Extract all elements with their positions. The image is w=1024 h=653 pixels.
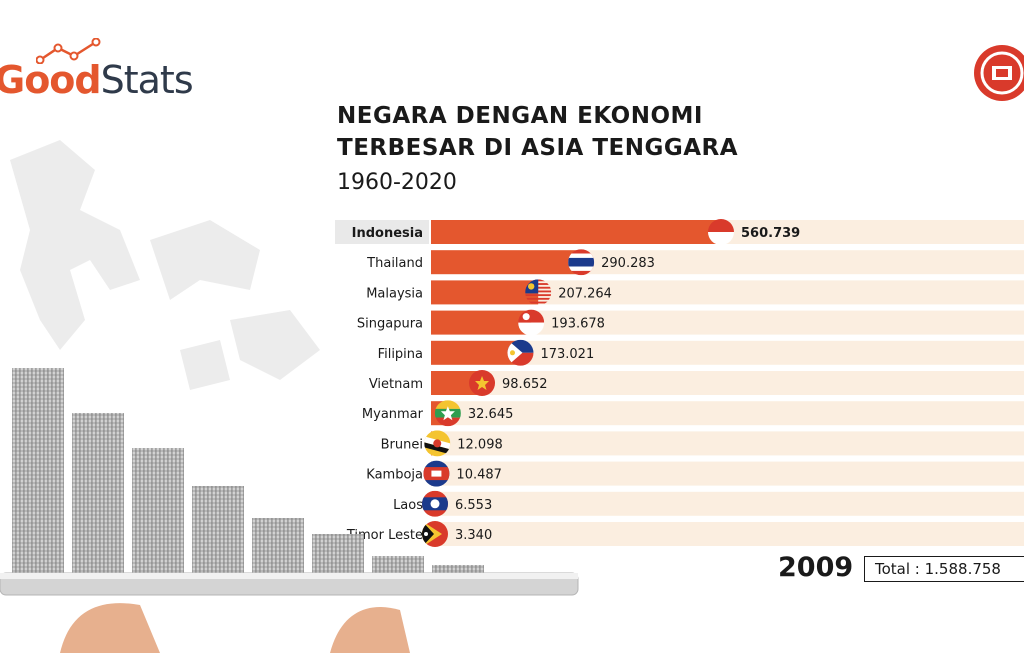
bar-row-thailand: Thailand 290.283 bbox=[366, 249, 1024, 276]
bar bbox=[431, 280, 539, 305]
value-label: 193.678 bbox=[551, 317, 605, 332]
total-box: Total : 1.588.758 bbox=[864, 556, 1024, 582]
category-label: Laos bbox=[393, 498, 423, 513]
indonesia-flag-icon bbox=[708, 219, 734, 245]
value-label: 290.283 bbox=[601, 256, 655, 271]
year-label: 2009 bbox=[778, 552, 854, 583]
bar-row-laos: Laos 6.553 bbox=[393, 490, 1024, 517]
bar bbox=[431, 340, 521, 365]
bar bbox=[431, 310, 532, 335]
category-label: Indonesia bbox=[352, 226, 423, 241]
bar-row-malaysia: Malaysia 207.264 bbox=[366, 279, 1024, 305]
value-label: 10.487 bbox=[456, 468, 502, 483]
bar-row-vietnam: Vietnam 98.652 bbox=[369, 370, 1024, 396]
bar-row-kamboja: Kamboja 10.487 bbox=[366, 460, 1024, 487]
value-label: 3.340 bbox=[455, 528, 492, 543]
bar-track bbox=[431, 491, 1024, 516]
bar-track bbox=[431, 371, 1024, 395]
category-label: Singapura bbox=[357, 317, 423, 332]
myanmar-flag-icon bbox=[434, 400, 461, 427]
vietnam-flag-icon bbox=[469, 370, 496, 396]
brunei-flag-icon bbox=[424, 430, 451, 457]
bar-track bbox=[431, 461, 1024, 486]
category-label: Thailand bbox=[366, 256, 423, 271]
bar-row-timor-leste: Timor Leste 3.340 bbox=[346, 521, 1024, 547]
goodstats-logo: GoodStats bbox=[0, 58, 194, 102]
emblem-seal-icon bbox=[974, 45, 1024, 101]
value-label: 32.645 bbox=[468, 407, 514, 422]
cambodia-flag-icon bbox=[423, 460, 450, 487]
chart-title-line-2: TERBESAR DI ASIA TENGGARA bbox=[337, 135, 739, 161]
chart-title-line-1: NEGARA DENGAN EKONOMI bbox=[337, 103, 703, 129]
bar-track bbox=[431, 431, 1024, 456]
value-label: 98.652 bbox=[502, 377, 548, 392]
bar-row-indonesia: Indonesia 560.739 bbox=[335, 219, 1024, 245]
bar-chart: Indonesia 560.739 Thailand 290.283 Malaysia 2… bbox=[335, 219, 1024, 547]
category-label: Filipina bbox=[378, 347, 423, 362]
bar-row-filipina: Filipina 173.021 bbox=[378, 339, 1024, 366]
bar-row-singapura: Singapura 193.678 bbox=[357, 309, 1024, 336]
bar bbox=[431, 250, 582, 275]
bar-track bbox=[431, 401, 1024, 426]
philippines-flag-icon bbox=[507, 339, 534, 366]
bar-track bbox=[431, 522, 1024, 546]
category-label: Timor Leste bbox=[346, 528, 423, 543]
category-label: Brunei bbox=[381, 437, 423, 452]
logo-good-text: Good bbox=[0, 58, 102, 102]
value-label: 207.264 bbox=[558, 286, 612, 301]
category-label: Vietnam bbox=[369, 377, 423, 392]
bar-row-myanmar: Myanmar 32.645 bbox=[362, 400, 1024, 427]
laos-flag-icon bbox=[422, 490, 448, 517]
category-label: Kamboja bbox=[366, 468, 423, 483]
growth-chart-icon bbox=[36, 38, 101, 64]
value-label: 560.739 bbox=[741, 226, 800, 241]
coin-stacks-illustration bbox=[0, 368, 579, 653]
value-label: 173.021 bbox=[540, 347, 594, 362]
singapore-flag-icon bbox=[518, 309, 545, 336]
value-label: 6.553 bbox=[455, 498, 492, 513]
timor-leste-flag-icon bbox=[422, 521, 448, 547]
category-label: Malaysia bbox=[366, 286, 423, 301]
value-label: 12.098 bbox=[457, 437, 503, 452]
chart-title: NEGARA DENGAN EKONOMI TERBESAR DI ASIA T… bbox=[337, 100, 738, 164]
southeast-asia-map-background bbox=[10, 140, 320, 390]
chart-subtitle: 1960-2020 bbox=[337, 170, 457, 195]
thailand-flag-icon bbox=[568, 249, 595, 276]
highlight-label-bg bbox=[335, 220, 429, 244]
bar-row-brunei: Brunei 12.098 bbox=[381, 430, 1024, 457]
category-label: Myanmar bbox=[362, 407, 424, 422]
bar bbox=[431, 220, 721, 244]
logo-stats-text: Stats bbox=[100, 58, 194, 102]
